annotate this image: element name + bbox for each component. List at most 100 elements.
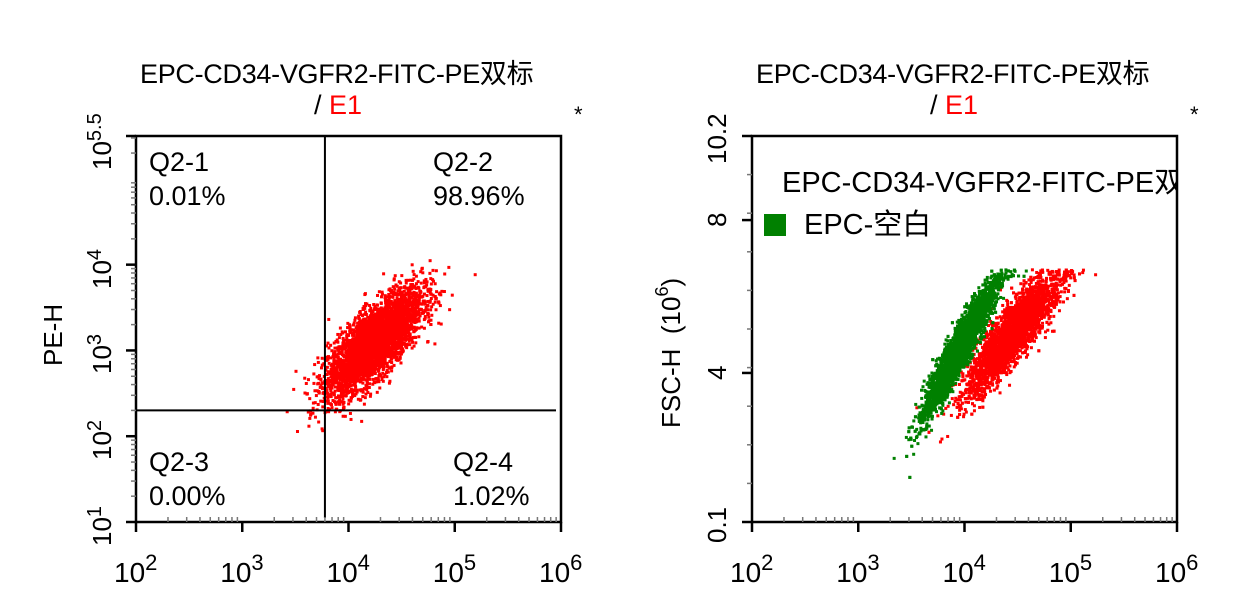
scatter-point bbox=[398, 336, 402, 340]
scatter-point bbox=[403, 337, 407, 341]
scatter-point bbox=[410, 263, 414, 267]
scatter-point bbox=[368, 377, 372, 381]
scatter-point bbox=[375, 350, 379, 354]
scatter-point bbox=[331, 374, 335, 378]
scatter-point bbox=[350, 347, 354, 351]
scatter-point bbox=[382, 272, 386, 276]
scatter-point bbox=[412, 273, 416, 277]
scatter-point bbox=[348, 347, 352, 351]
scatter-point bbox=[372, 328, 376, 332]
scatter-point bbox=[393, 350, 397, 354]
scatter-point bbox=[438, 304, 442, 308]
scatter-point bbox=[349, 387, 353, 391]
scatter-point bbox=[352, 321, 356, 325]
scatter-point bbox=[392, 355, 396, 359]
scatter-point bbox=[422, 292, 426, 296]
scatter-point bbox=[401, 347, 405, 351]
scatter-point bbox=[386, 332, 390, 336]
scatter-point bbox=[421, 300, 425, 304]
scatter-point bbox=[388, 325, 392, 329]
scatter-point bbox=[332, 357, 336, 361]
scatter-point bbox=[339, 400, 343, 404]
scatter-point bbox=[366, 322, 370, 326]
scatter-point bbox=[413, 314, 417, 318]
scatter-point bbox=[371, 332, 375, 336]
scatter-point bbox=[429, 323, 433, 327]
scatter-point bbox=[382, 308, 386, 312]
scatter-point bbox=[412, 299, 416, 303]
scatter-point bbox=[370, 352, 374, 356]
scatter-point bbox=[417, 335, 421, 339]
scatter-point bbox=[344, 394, 348, 398]
scatter-point bbox=[363, 312, 367, 316]
scatter-point bbox=[397, 351, 401, 355]
scatter-point bbox=[382, 338, 386, 342]
scatter-point bbox=[312, 381, 316, 385]
scatter-point bbox=[378, 386, 382, 390]
scatter-point bbox=[398, 322, 402, 326]
scatter-point bbox=[403, 334, 407, 338]
scatter-point bbox=[385, 375, 389, 379]
scatter-point bbox=[359, 344, 363, 348]
scatter-point bbox=[390, 366, 394, 370]
scatter-point bbox=[394, 333, 398, 337]
scatter-point bbox=[395, 325, 399, 329]
scatter-point bbox=[1043, 336, 1047, 340]
scatter-point bbox=[348, 383, 352, 387]
scatter-point bbox=[388, 359, 392, 363]
scatter-point bbox=[351, 371, 355, 375]
scatter-point bbox=[366, 375, 370, 379]
scatter-point bbox=[357, 320, 361, 324]
scatter-point bbox=[349, 343, 353, 347]
scatter-point bbox=[374, 335, 378, 339]
scatter-point bbox=[397, 324, 401, 328]
scatter-point bbox=[350, 373, 354, 377]
scatter-point bbox=[378, 334, 382, 338]
right-plot-subtitle: / E1 bbox=[930, 90, 978, 121]
scatter-point bbox=[370, 370, 374, 374]
scatter-point bbox=[396, 289, 400, 293]
scatter-point bbox=[351, 391, 355, 395]
scatter-point bbox=[320, 382, 324, 386]
scatter-point bbox=[426, 308, 430, 312]
scatter-point bbox=[338, 398, 342, 402]
scatter-point bbox=[372, 323, 376, 327]
scatter-point bbox=[326, 399, 330, 403]
left-plot-subtitle: / E1 bbox=[314, 90, 362, 121]
scatter-point bbox=[385, 295, 389, 299]
scatter-point bbox=[392, 277, 396, 281]
scatter-point bbox=[396, 343, 400, 347]
scatter-point bbox=[431, 293, 435, 297]
scatter-point bbox=[347, 402, 351, 406]
scatter-point bbox=[319, 399, 323, 403]
scatter-point bbox=[316, 402, 320, 406]
scatter-point bbox=[423, 302, 427, 306]
scatter-point bbox=[373, 343, 377, 347]
scatter-point bbox=[361, 342, 365, 346]
scatter-point bbox=[369, 327, 373, 331]
scatter-point bbox=[412, 306, 416, 310]
scatter-point bbox=[324, 378, 328, 382]
scatter-point bbox=[424, 285, 428, 289]
scatter-point bbox=[380, 314, 384, 318]
scatter-point bbox=[387, 343, 391, 347]
scatter-point bbox=[383, 341, 387, 345]
scatter-point bbox=[358, 310, 362, 314]
scatter-point bbox=[399, 325, 403, 329]
scatter-point bbox=[317, 377, 321, 381]
scatter-point bbox=[431, 268, 435, 272]
scatter-point bbox=[390, 332, 394, 336]
scatter-point bbox=[379, 357, 383, 361]
scatter-point bbox=[332, 341, 336, 345]
scatter-point bbox=[397, 329, 401, 333]
scatter-point bbox=[387, 354, 391, 358]
scatter-point bbox=[326, 377, 330, 381]
scatter-point bbox=[342, 362, 346, 366]
scatter-point bbox=[361, 377, 365, 381]
right-title-separator: / bbox=[930, 90, 938, 120]
scatter-point bbox=[387, 294, 391, 298]
scatter-point bbox=[1019, 291, 1023, 295]
scatter-point bbox=[345, 377, 349, 381]
scatter-point bbox=[391, 354, 395, 358]
scatter-point bbox=[396, 358, 400, 362]
